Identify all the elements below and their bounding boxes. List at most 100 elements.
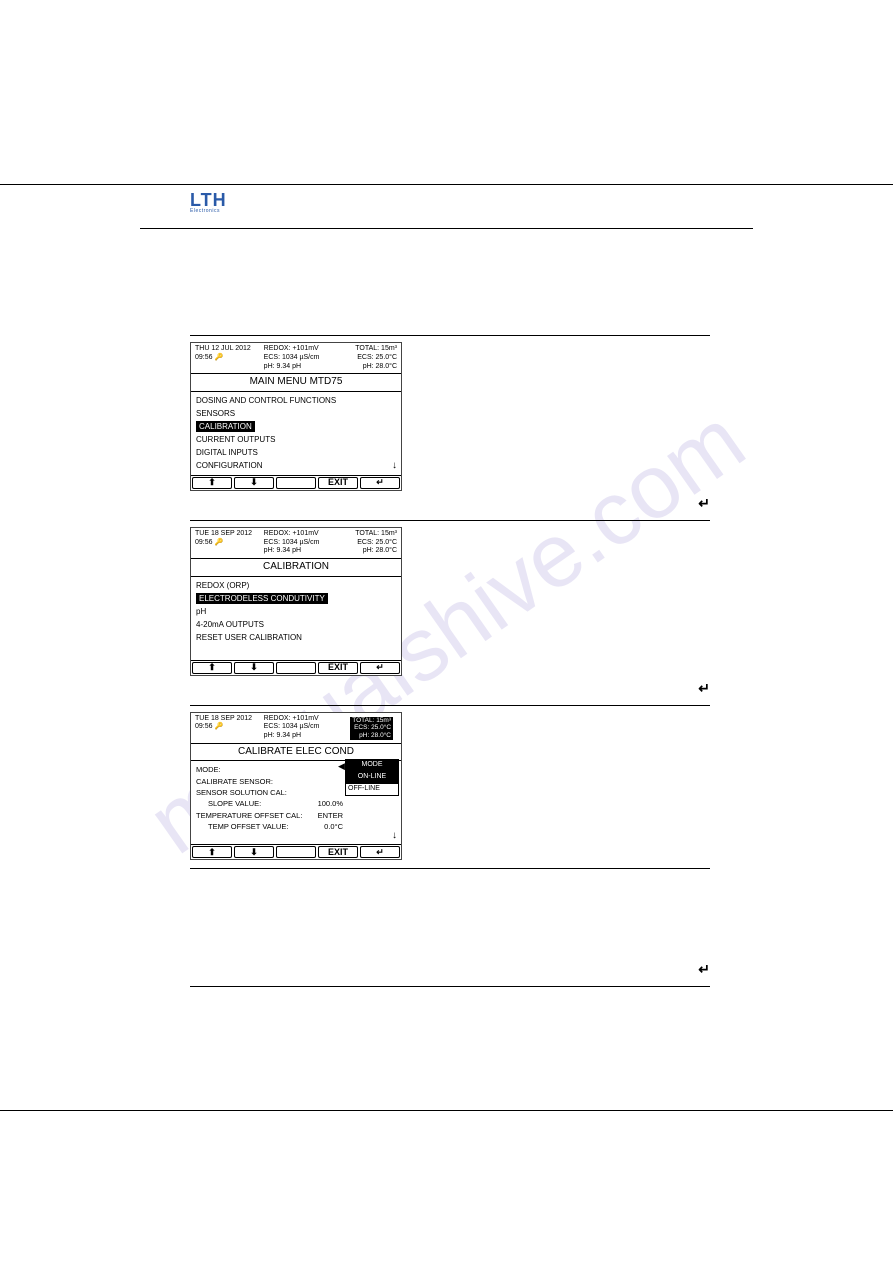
lcd-body: ◀ MODE ON-LINE OFF-LINE MODE: CALIBRATE … [191,761,401,844]
row-enter-hint: ↵ [190,495,710,512]
table-row: TUE 18 SEP 2012 09:56 🔑 REDOX: +101mV EC… [190,520,710,705]
menu-item-electrodeless[interactable]: ELECTRODELESS CONDUTIVITY [196,593,396,606]
lcd-body: DOSING AND CONTROL FUNCTIONS SENSORS CAL… [191,392,401,475]
status-date: TUE 18 SEP 2012 [195,530,260,539]
dropdown-arrow-icon: ◀ [338,761,345,772]
enter-icon: ↵ [698,680,710,696]
status-date: THU 12 JUL 2012 [195,345,260,354]
status-ecs: ECS: 1034 µS/cm [264,539,329,548]
softkey-down[interactable]: ⬇ [234,846,274,858]
lcd-title: MAIN MENU MTD75 [191,374,401,392]
table-row: ↵ [190,868,710,987]
menu-item-digital-inputs[interactable]: DIGITAL INPUTS [196,447,396,460]
status-time: 09:56 [195,723,213,730]
key-icon: 🔑 [214,723,223,730]
row-enter-hint: ↵ [190,961,710,978]
softkey-down[interactable]: ⬇ [234,477,274,489]
lcd-status-bar: THU 12 JUL 2012 09:56 🔑 REDOX: +101mV EC… [191,343,401,374]
status-redox: REDOX: +101mV [264,345,329,354]
setting-solution-cal: SENSOR SOLUTION CAL: [196,787,343,798]
lcd-body: REDOX (ORP) ELECTRODELESS CONDUTIVITY pH… [191,577,401,660]
status-date: TUE 18 SEP 2012 [195,715,260,724]
status-col1: TUE 18 SEP 2012 09:56 🔑 [195,530,260,556]
dropdown-title: ◀ MODE [346,760,398,771]
key-icon: 🔑 [214,539,223,546]
dropdown-option-online[interactable]: ON-LINE [346,771,398,783]
menu-item-redox[interactable]: REDOX (ORP) [196,580,396,593]
menu-item-current-outputs[interactable]: CURRENT OUTPUTS [196,434,396,447]
table-row: THU 12 JUL 2012 09:56 🔑 REDOX: +101mV EC… [190,335,710,520]
softkey-exit[interactable]: EXIT [318,846,358,858]
lcd-title: CALIBRATION [191,559,401,577]
status-ecs: ECS: 1034 µS/cm [264,354,329,363]
status-ecs-temp: ECS: 25.0°C [332,354,397,363]
lcd-softkeys: ⬆ ⬇ EXIT ↵ [191,844,401,859]
softkey-enter[interactable]: ↵ [360,846,400,858]
softkey-up[interactable]: ⬆ [192,477,232,489]
status-redox: REDOX: +101mV [264,530,329,539]
row-enter-hint: ↵ [190,680,710,697]
lcd-screen-calibrate-elec-cond: TUE 18 SEP 2012 09:56 🔑 REDOX: +101mV EC… [190,712,402,861]
scroll-down-icon: ↓ [392,830,397,843]
table-row: TUE 18 SEP 2012 09:56 🔑 REDOX: +101mV EC… [190,705,710,869]
mode-dropdown[interactable]: ◀ MODE ON-LINE OFF-LINE [345,759,399,795]
page-top-rule [0,184,893,185]
setting-temp-offset-value: TEMP OFFSET VALUE:0.0°C [196,821,343,832]
softkey-exit[interactable]: EXIT [318,477,358,489]
setting-calibrate-sensor: CALIBRATE SENSOR: [196,776,343,787]
status-ph: pH: 9.34 pH [264,363,329,372]
header-rule [140,228,753,229]
status-col1: THU 12 JUL 2012 09:56 🔑 [195,345,260,371]
status-time: 09:56 [195,354,213,361]
lcd-softkeys: ⬆ ⬇ EXIT ↵ [191,660,401,675]
status-col2: REDOX: +101mV ECS: 1034 µS/cm pH: 9.34 p… [264,345,329,371]
menu-item-calibration[interactable]: CALIBRATION [196,421,396,434]
lcd-screen-calibration: TUE 18 SEP 2012 09:56 🔑 REDOX: +101mV EC… [190,527,402,676]
lcd-status-bar: TUE 18 SEP 2012 09:56 🔑 REDOX: +101mV EC… [191,528,401,559]
status-col2: REDOX: +101mV ECS: 1034 µS/cm pH: 9.34 p… [264,715,329,741]
status-ecs: ECS: 1034 µS/cm [264,723,329,732]
status-redox: REDOX: +101mV [264,715,329,724]
lcd-screen-main-menu: THU 12 JUL 2012 09:56 🔑 REDOX: +101mV EC… [190,342,402,491]
status-time: 09:56 [195,539,213,546]
menu-item-4-20ma[interactable]: 4-20mA OUTPUTS [196,619,396,632]
softkey-blank[interactable] [276,662,316,674]
status-col1: TUE 18 SEP 2012 09:56 🔑 [195,715,260,741]
content-table: THU 12 JUL 2012 09:56 🔑 REDOX: +101mV EC… [190,335,710,987]
lcd-status-bar: TUE 18 SEP 2012 09:56 🔑 REDOX: +101mV EC… [191,713,401,744]
softkey-enter[interactable]: ↵ [360,477,400,489]
menu-item-ph[interactable]: pH [196,606,396,619]
setting-slope: SLOPE VALUE:100.0% [196,798,343,809]
status-col3: TOTAL: 15m³ ECS: 25.0°C pH: 28.0°C [332,530,397,556]
softkey-exit[interactable]: EXIT [318,662,358,674]
softkey-up[interactable]: ⬆ [192,846,232,858]
temp-offset-value: 0.0°C [324,822,343,831]
slope-value: 100.0% [318,799,343,808]
menu-item-configuration[interactable]: CONFIGURATION [196,460,396,473]
enter-icon: ↵ [698,961,710,977]
temp-offset-enter: ENTER [318,811,343,820]
menu-item-reset-cal[interactable]: RESET USER CALIBRATION [196,632,396,645]
setting-temp-offset-cal: TEMPERATURE OFFSET CAL:ENTER [196,810,343,821]
dropdown-option-offline[interactable]: OFF-LINE [346,783,398,795]
status-col3: TOTAL: 15m³ ECS: 25.0°C pH: 28.0°C XXX [332,715,397,741]
scroll-down-icon: ↓ [392,460,397,473]
softkey-enter[interactable]: ↵ [360,662,400,674]
lcd-softkeys: ⬆ ⬇ EXIT ↵ [191,475,401,490]
status-ph: pH: 9.34 pH [264,547,329,556]
status-total-highlighted: TOTAL: 15m³ ECS: 25.0°C pH: 28.0°C [350,717,393,740]
menu-item-sensors[interactable]: SENSORS [196,408,396,421]
softkey-up[interactable]: ⬆ [192,662,232,674]
status-ecs-temp: ECS: 25.0°C [332,539,397,548]
setting-mode: MODE: [196,764,343,775]
status-total: TOTAL: 15m³ [332,345,397,354]
status-col2: REDOX: +101mV ECS: 1034 µS/cm pH: 9.34 p… [264,530,329,556]
softkey-blank[interactable] [276,477,316,489]
logo-text: LTH [190,192,250,208]
status-ph: pH: 9.34 pH [264,732,329,741]
softkey-down[interactable]: ⬇ [234,662,274,674]
key-icon: 🔑 [214,354,223,361]
menu-item-dosing[interactable]: DOSING AND CONTROL FUNCTIONS [196,395,396,408]
softkey-blank[interactable] [276,846,316,858]
status-col3: TOTAL: 15m³ ECS: 25.0°C pH: 28.0°C [332,345,397,371]
